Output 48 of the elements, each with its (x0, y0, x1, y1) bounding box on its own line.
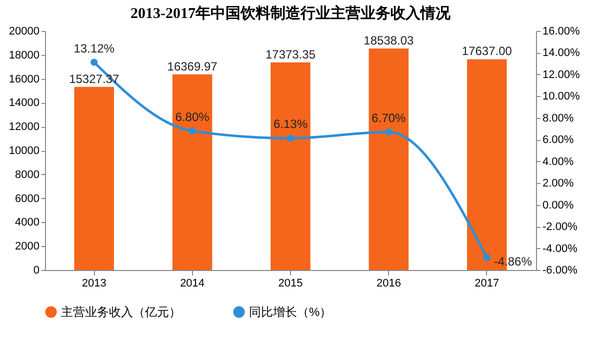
bar (172, 74, 212, 270)
y-tick-label: 2000 (15, 240, 40, 253)
bar (270, 62, 310, 270)
x-tick-label: 2017 (474, 278, 500, 290)
y-tick-label: 20000 (8, 26, 40, 38)
y2-tick-label: 6.00% (542, 134, 574, 146)
x-tick-label: 2016 (376, 278, 401, 290)
data-label: 13.12% (74, 41, 115, 56)
y2-tick-label: -6.00% (542, 264, 578, 276)
data-label: 6.80% (175, 110, 210, 124)
legend-label: 主营业务收入（亿元） (61, 305, 181, 319)
y-tick-label: 12000 (8, 121, 40, 134)
point (483, 254, 490, 262)
y2-tick-label: -2.00% (542, 221, 578, 234)
point (385, 128, 392, 136)
legend-label: 同比增长（%） (249, 305, 332, 319)
x-tick-label: 2015 (278, 278, 303, 290)
point (188, 127, 196, 134)
data-label: 18538.03 (364, 33, 414, 48)
y-tick-label: 10000 (8, 145, 40, 157)
y2-tick-label: 8.00% (542, 112, 574, 124)
data-label: 6.13% (273, 117, 308, 132)
y-tick-label: 0 (33, 264, 40, 276)
data-label: 16369.97 (167, 59, 218, 74)
x-tick-label: 2014 (180, 278, 205, 290)
y2-tick-label: 4.00% (542, 156, 574, 168)
y-tick-label: 14000 (8, 97, 40, 110)
y2-tick-label: 0.00% (542, 199, 574, 212)
y-tick-label: 18000 (8, 49, 40, 62)
y-tick-label: 4000 (15, 216, 40, 229)
y2-tick-label: 10.00% (542, 90, 580, 103)
point (90, 58, 98, 66)
y2-tick-label: 14.00% (542, 47, 580, 60)
y2-tick-label: 12.00% (542, 68, 580, 81)
x-tick-label: 2013 (82, 278, 106, 290)
data-label: 17373.35 (265, 47, 316, 62)
y-tick-label: 16000 (8, 73, 40, 86)
data-label: 6.70% (372, 111, 406, 126)
y2-tick-label: -4.00% (542, 242, 578, 255)
chart-title: 2013-2017年中国饮料制造行业主营业务收入情况 (130, 4, 452, 22)
data-label: 17637.00 (462, 44, 512, 58)
y-tick-label: 8000 (15, 168, 40, 181)
y-tick-label: 6000 (15, 192, 40, 205)
bar (74, 86, 114, 270)
y2-tick-label: 2.00% (542, 178, 574, 190)
point (286, 134, 294, 142)
bar (368, 48, 409, 270)
y2-tick-label: 16.00% (542, 26, 580, 38)
